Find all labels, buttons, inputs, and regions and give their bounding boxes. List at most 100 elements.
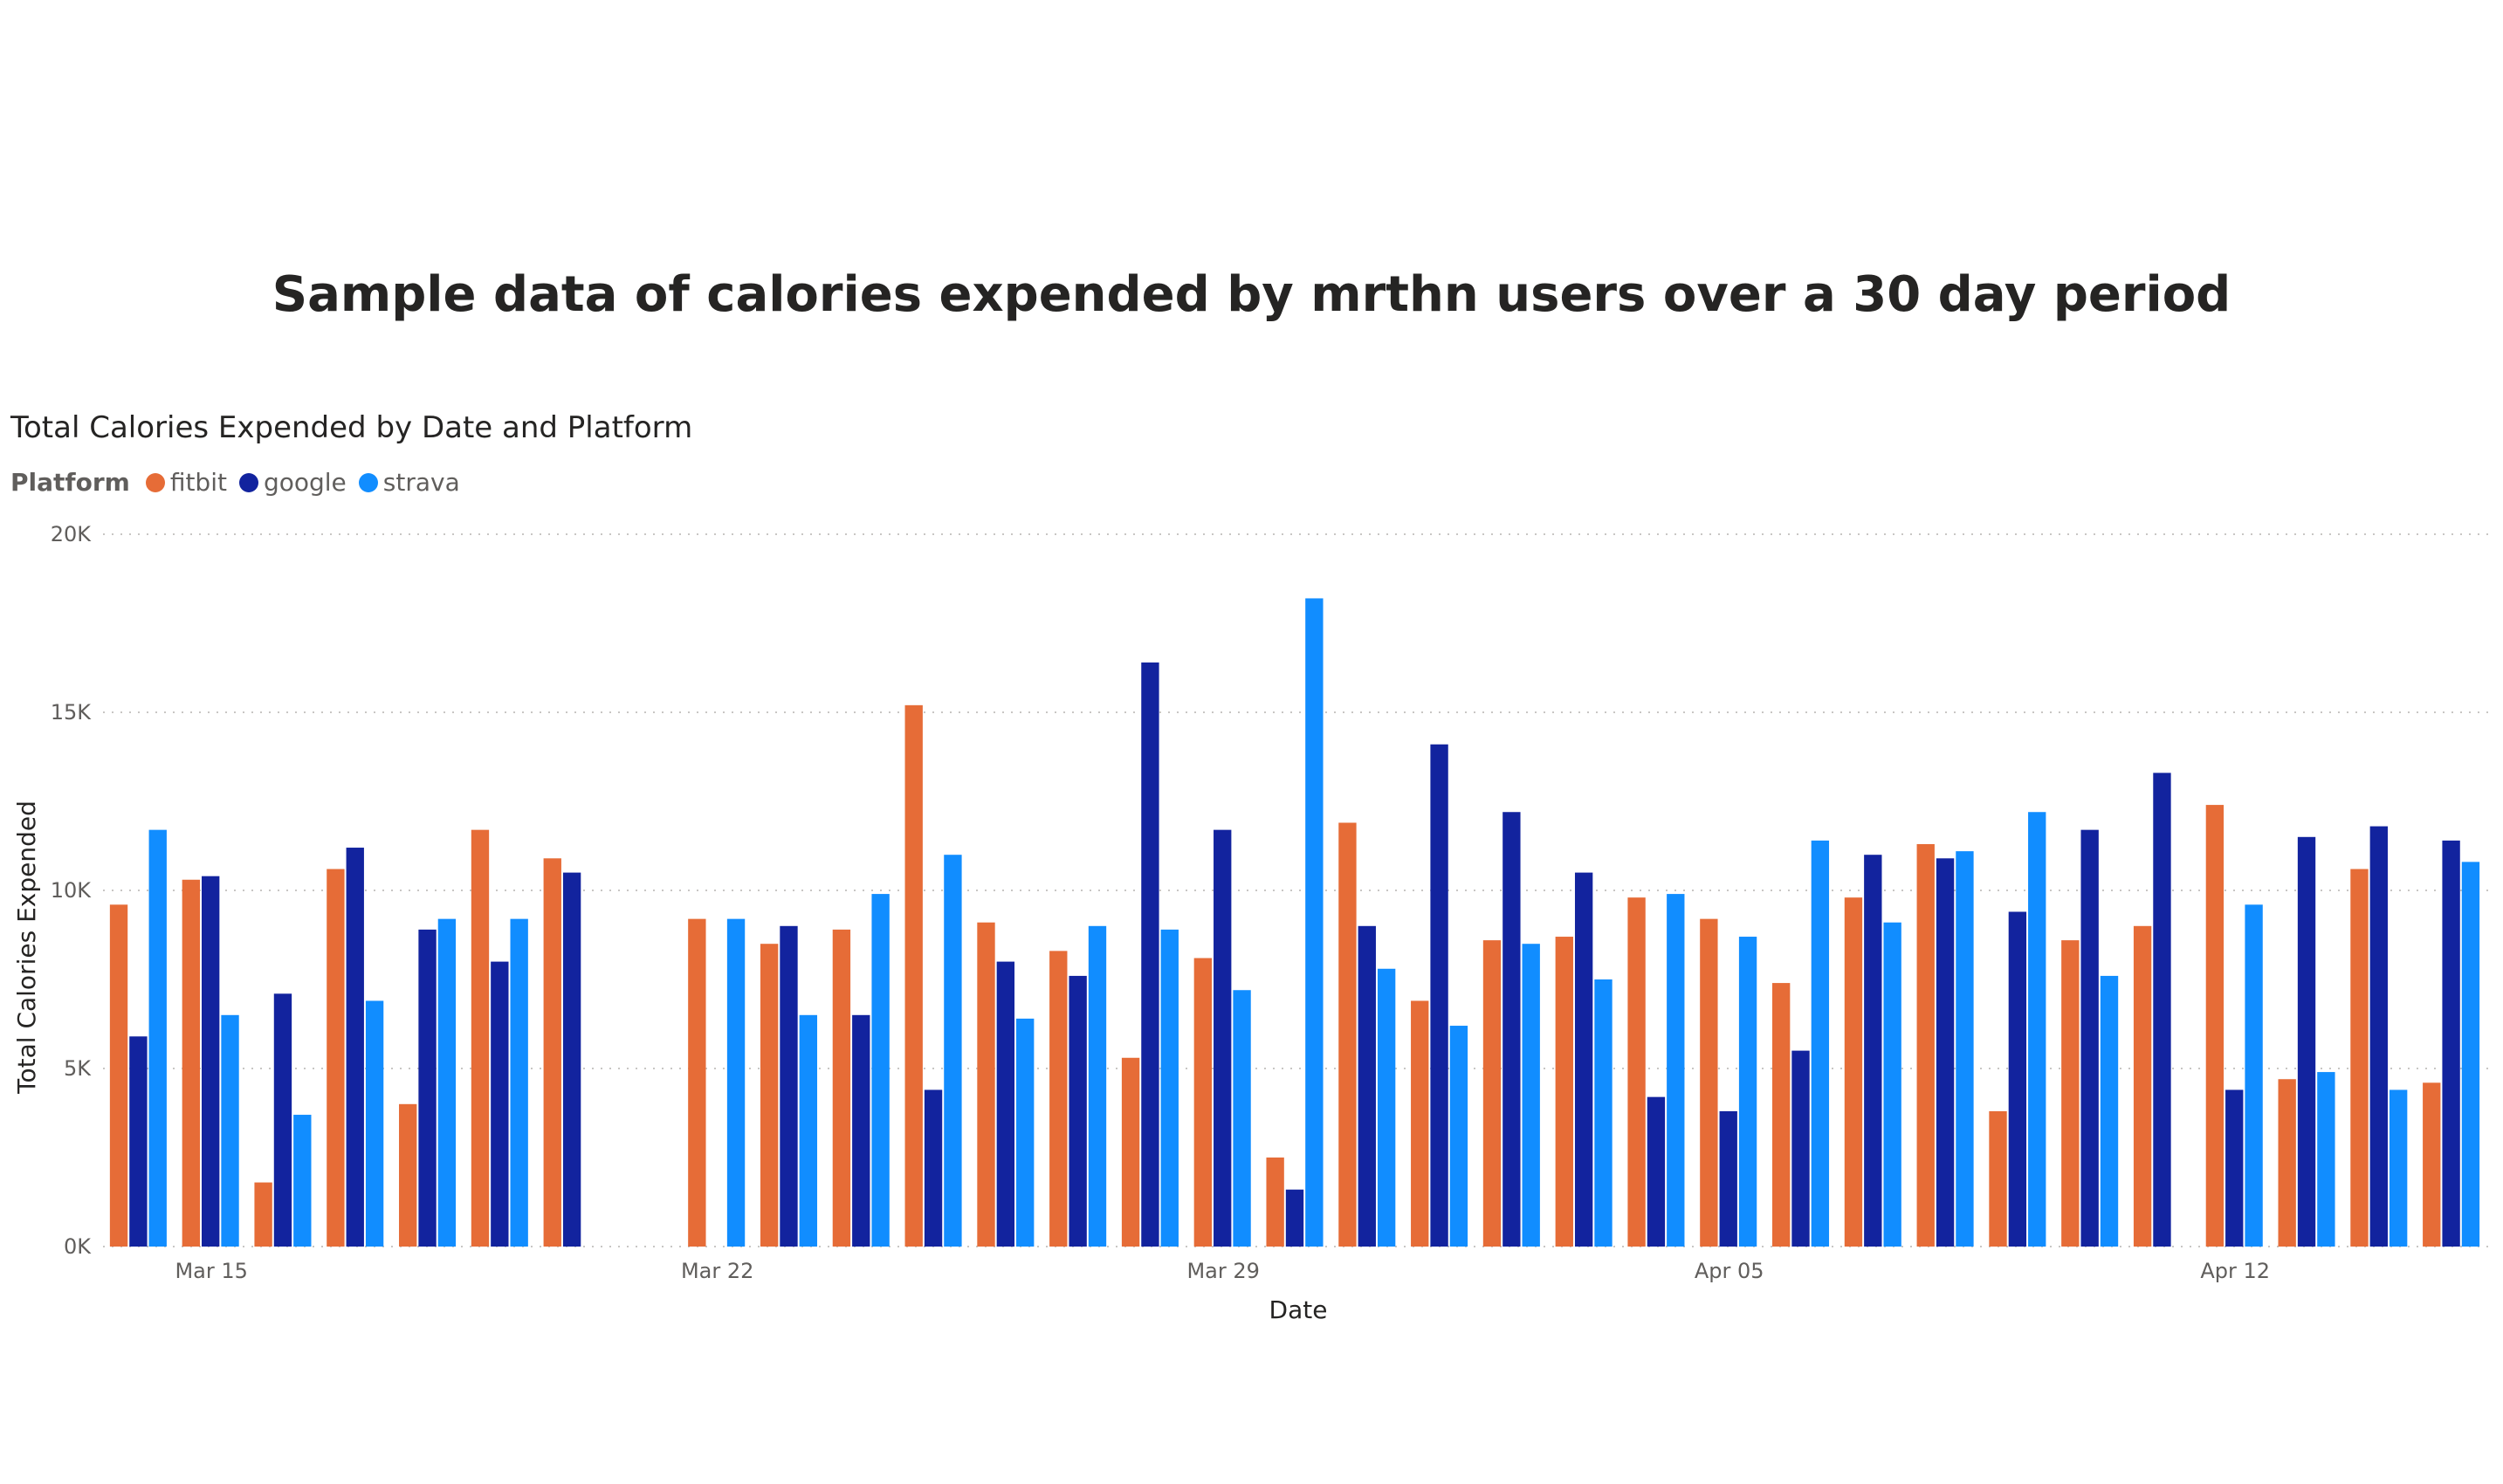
bar-google-2020-03-14[interactable] — [129, 1036, 148, 1247]
legend-item-google[interactable]: google — [238, 468, 347, 497]
bar-google-2020-04-15[interactable] — [2442, 840, 2460, 1247]
bar-google-2020-03-17[interactable] — [346, 848, 364, 1247]
bar-google-2020-04-10[interactable] — [2080, 829, 2099, 1247]
bar-strava-2020-04-04[interactable] — [1667, 894, 1685, 1247]
bar-strava-2020-04-09[interactable] — [2028, 812, 2046, 1247]
bar-strava-2020-04-12[interactable] — [2245, 904, 2263, 1247]
bar-fitbit-2020-04-07[interactable] — [1844, 897, 1863, 1247]
bar-google-2020-03-31[interactable] — [1358, 925, 1376, 1247]
bar-google-2020-03-26[interactable] — [996, 961, 1015, 1247]
bar-fitbit-2020-03-26[interactable] — [977, 922, 995, 1247]
bar-google-2020-03-29[interactable] — [1214, 829, 1232, 1247]
bar-fitbit-2020-04-15[interactable] — [2423, 1082, 2441, 1247]
bar-google-2020-04-07[interactable] — [1864, 855, 1882, 1247]
bar-google-2020-04-09[interactable] — [2008, 911, 2027, 1247]
bar-strava-2020-04-02[interactable] — [1522, 944, 1540, 1247]
bar-strava-2020-03-14[interactable] — [148, 829, 167, 1247]
bar-fitbit-2020-03-27[interactable] — [1049, 951, 1068, 1247]
bar-strava-2020-03-29[interactable] — [1233, 990, 1251, 1247]
bar-fitbit-2020-03-22[interactable] — [688, 918, 706, 1247]
bar-strava-2020-03-23[interactable] — [799, 1014, 818, 1247]
bar-google-2020-04-13[interactable] — [2297, 836, 2316, 1247]
bar-fitbit-2020-03-23[interactable] — [760, 944, 779, 1247]
bar-google-2020-03-20[interactable] — [562, 872, 581, 1247]
bar-strava-2020-03-24[interactable] — [871, 894, 890, 1247]
bar-strava-2020-04-10[interactable] — [2100, 975, 2119, 1247]
legend-title: Platform — [10, 468, 130, 497]
bar-google-2020-03-18[interactable] — [418, 929, 437, 1247]
bar-google-2020-04-14[interactable] — [2369, 826, 2388, 1247]
bar-google-2020-03-25[interactable] — [924, 1089, 943, 1247]
bar-fitbit-2020-03-20[interactable] — [543, 858, 561, 1247]
bar-google-2020-03-27[interactable] — [1069, 975, 1087, 1247]
bar-strava-2020-04-14[interactable] — [2389, 1089, 2408, 1247]
bar-strava-2020-03-27[interactable] — [1088, 925, 1107, 1247]
legend-swatch-google — [238, 472, 258, 492]
bar-strava-2020-03-28[interactable] — [1160, 929, 1179, 1247]
bar-strava-2020-03-26[interactable] — [1016, 1018, 1035, 1247]
bar-strava-2020-03-25[interactable] — [944, 855, 962, 1247]
bar-strava-2020-04-01[interactable] — [1449, 1026, 1468, 1247]
bar-fitbit-2020-03-30[interactable] — [1266, 1158, 1284, 1247]
bar-fitbit-2020-04-02[interactable] — [1482, 940, 1502, 1247]
bar-google-2020-04-02[interactable] — [1502, 812, 1521, 1247]
bar-fitbit-2020-03-19[interactable] — [471, 829, 490, 1247]
bar-strava-2020-03-31[interactable] — [1377, 968, 1396, 1247]
bar-fitbit-2020-04-08[interactable] — [1916, 843, 1935, 1247]
bar-strava-2020-03-16[interactable] — [293, 1115, 312, 1247]
bar-strava-2020-04-07[interactable] — [1883, 922, 1901, 1247]
bar-fitbit-2020-04-06[interactable] — [1771, 983, 1791, 1247]
bar-fitbit-2020-04-03[interactable] — [1555, 937, 1573, 1247]
bar-google-2020-04-04[interactable] — [1647, 1096, 1666, 1247]
bar-strava-2020-04-13[interactable] — [2317, 1072, 2335, 1247]
bar-fitbit-2020-03-18[interactable] — [399, 1103, 417, 1247]
bar-strava-2020-04-08[interactable] — [1956, 851, 1974, 1247]
legend-item-fitbit[interactable]: fitbit — [145, 468, 227, 497]
bar-google-2020-03-19[interactable] — [491, 961, 509, 1247]
bar-google-2020-04-06[interactable] — [1791, 1050, 1810, 1247]
bar-google-2020-03-16[interactable] — [273, 993, 292, 1247]
bar-google-2020-03-28[interactable] — [1141, 662, 1159, 1247]
bar-fitbit-2020-04-14[interactable] — [2350, 869, 2369, 1247]
bar-fitbit-2020-03-24[interactable] — [832, 929, 851, 1247]
bar-strava-2020-04-05[interactable] — [1738, 937, 1757, 1247]
bar-fitbit-2020-03-14[interactable] — [109, 904, 128, 1247]
bar-google-2020-04-01[interactable] — [1430, 744, 1448, 1247]
bar-google-2020-03-15[interactable] — [202, 876, 220, 1247]
bar-fitbit-2020-04-04[interactable] — [1627, 897, 1646, 1247]
bar-strava-2020-04-03[interactable] — [1594, 979, 1613, 1247]
bar-fitbit-2020-03-31[interactable] — [1338, 822, 1357, 1247]
bar-fitbit-2020-04-10[interactable] — [2061, 940, 2080, 1247]
bar-google-2020-03-30[interactable] — [1285, 1189, 1304, 1247]
bar-fitbit-2020-04-12[interactable] — [2205, 805, 2225, 1247]
legend-item-strava[interactable]: strava — [358, 468, 460, 497]
bar-google-2020-03-24[interactable] — [852, 1014, 870, 1247]
bar-google-2020-04-05[interactable] — [1719, 1110, 1737, 1247]
bar-strava-2020-03-30[interactable] — [1305, 598, 1324, 1247]
bar-strava-2020-04-06[interactable] — [1811, 840, 1830, 1247]
bar-fitbit-2020-03-28[interactable] — [1121, 1057, 1140, 1247]
bar-strava-2020-03-17[interactable] — [365, 1000, 384, 1247]
bar-fitbit-2020-03-29[interactable] — [1193, 958, 1213, 1247]
bar-strava-2020-03-19[interactable] — [510, 918, 528, 1247]
bar-fitbit-2020-03-17[interactable] — [327, 869, 345, 1247]
bar-fitbit-2020-03-25[interactable] — [904, 704, 923, 1247]
bar-strava-2020-03-18[interactable] — [437, 918, 457, 1247]
gridlines — [103, 533, 2488, 1247]
bar-fitbit-2020-03-16[interactable] — [254, 1182, 272, 1247]
bar-fitbit-2020-04-09[interactable] — [1989, 1110, 2007, 1247]
bar-strava-2020-04-15[interactable] — [2461, 862, 2480, 1247]
bar-fitbit-2020-04-11[interactable] — [2133, 925, 2152, 1247]
bar-google-2020-03-23[interactable] — [780, 925, 798, 1247]
bar-strava-2020-03-15[interactable] — [221, 1014, 239, 1247]
x-tick-label: Apr 05 — [1695, 1259, 1764, 1283]
bar-strava-2020-03-22[interactable] — [726, 918, 746, 1247]
bar-google-2020-04-08[interactable] — [1936, 858, 1955, 1247]
bar-fitbit-2020-04-05[interactable] — [1700, 918, 1718, 1247]
bar-fitbit-2020-04-01[interactable] — [1411, 1000, 1429, 1247]
bar-google-2020-04-11[interactable] — [2153, 773, 2171, 1247]
bar-google-2020-04-03[interactable] — [1574, 872, 1593, 1247]
bar-google-2020-04-12[interactable] — [2225, 1089, 2244, 1247]
bar-fitbit-2020-04-13[interactable] — [2278, 1079, 2296, 1247]
bar-fitbit-2020-03-15[interactable] — [182, 879, 200, 1247]
